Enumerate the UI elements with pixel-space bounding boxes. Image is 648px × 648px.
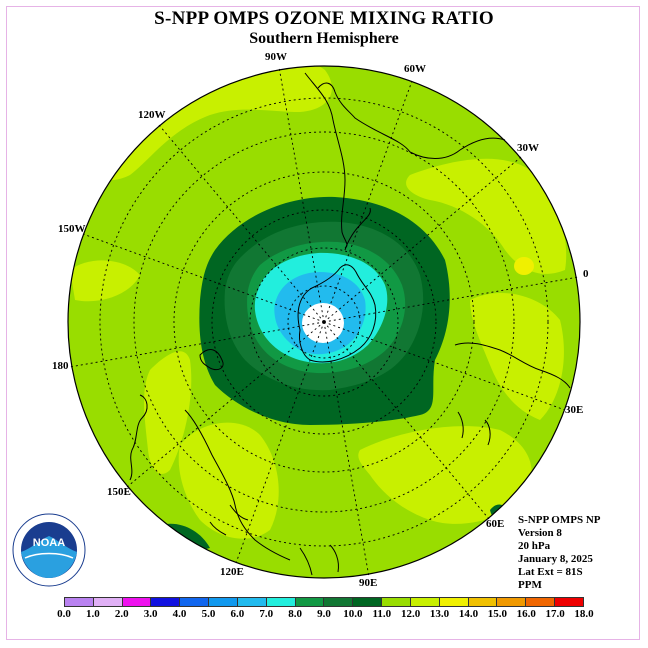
field-13-14 <box>514 257 534 275</box>
colorbar-tick-label: 5.0 <box>201 608 216 620</box>
colorbar <box>64 597 584 607</box>
field-12-13-southeast <box>358 426 532 524</box>
field-12-13-north <box>85 66 332 181</box>
colorbar-tick-label: 7.0 <box>259 608 274 620</box>
figure-frame <box>6 6 640 640</box>
field-12-13-west <box>70 260 140 302</box>
lon-label-60e: 60E <box>486 518 505 530</box>
map-title: S-NPP OMPS OZONE MIXING RATIO <box>154 8 494 29</box>
colorbar-tick-label: 4.0 <box>172 608 187 620</box>
colorbar-tick-label: 14.0 <box>458 608 479 620</box>
colorbar-tick-label: 2.0 <box>114 608 129 620</box>
field-12-13-far-southeast <box>470 292 564 420</box>
lon-label-150w: 150W <box>58 223 86 235</box>
lon-label-30w: 30W <box>517 142 539 154</box>
colorbar-tick-label: 12.0 <box>401 608 421 620</box>
graticule <box>69 66 579 578</box>
noaa-logo-text: NOAA <box>33 537 65 549</box>
field-12-13-south <box>178 422 279 539</box>
lon-label-120e: 120E <box>220 566 244 578</box>
colorbar-swatch <box>526 598 556 606</box>
map-subtitle: Southern Hemisphere <box>249 30 399 47</box>
info-lat-ext: Lat Ext = 81S <box>518 566 583 578</box>
lon-label-150e: 150E <box>107 486 131 498</box>
colorbar-swatch <box>555 598 583 606</box>
info-instrument: S-NPP OMPS NP <box>518 514 601 526</box>
colorbar-tick-label: 13.0 <box>429 608 450 620</box>
field-12-13-southwest <box>144 351 192 474</box>
noaa-logo: NOAA <box>12 513 86 587</box>
colorbar-swatch <box>266 598 296 606</box>
colorbar-tick-label: 1.0 <box>86 608 100 620</box>
colorbar-swatch <box>151 598 181 606</box>
colorbar-swatch <box>209 598 238 606</box>
colorbar-tick-label: 0.0 <box>57 608 71 620</box>
colorbar-swatch <box>295 598 325 606</box>
info-panel: S-NPP OMPS NP Version 8 20 hPa January 8… <box>518 514 601 592</box>
colorbar-tick-label: 15.0 <box>487 608 507 620</box>
colorbar-swatch <box>497 598 527 606</box>
colorbar-tick-label: 18.0 <box>574 608 594 620</box>
info-units: PPM <box>518 579 542 591</box>
colorbar-tick-label: 10.0 <box>343 608 363 620</box>
map-boundary <box>67 65 581 579</box>
colorbar-swatch <box>180 598 210 606</box>
info-date: January 8, 2025 <box>518 553 593 565</box>
colorbar-swatch <box>324 598 354 606</box>
lon-label-30e: 30E <box>565 404 584 416</box>
colorbar-swatch <box>382 598 411 606</box>
colorbar-swatch <box>353 598 383 606</box>
colorbar-tick-label: 9.0 <box>317 608 331 620</box>
lon-label-60w: 60W <box>404 63 426 75</box>
colorbar-tick-label: 8.0 <box>288 608 302 620</box>
colorbar-tick-label: 16.0 <box>516 608 536 620</box>
colorbar-swatch <box>237 598 267 606</box>
info-version: Version 8 <box>518 527 562 539</box>
colorbar-ticks: 0.0 1.0 2.0 3.0 4.0 5.0 6.0 7.0 8.0 9.0 10.0 11.0 12… <box>0 608 648 622</box>
colorbar-swatch <box>468 598 498 606</box>
lon-label-90e: 90E <box>359 577 378 589</box>
field-12-13-northeast <box>406 158 567 274</box>
colorbar-swatch <box>122 598 152 606</box>
lon-label-120w: 120W <box>138 109 166 121</box>
lon-label-90w: 90W <box>265 51 287 63</box>
lon-label-180: 180 <box>52 360 69 372</box>
colorbar-tick-label: 6.0 <box>230 608 245 620</box>
info-pressure: 20 hPa <box>518 540 551 552</box>
colorbar-tick-label: 3.0 <box>143 608 158 620</box>
colorbar-swatch <box>439 598 469 606</box>
coastlines <box>129 72 571 576</box>
lon-label-0: 0 <box>583 268 589 280</box>
colorbar-tick-label: 11.0 <box>372 608 392 620</box>
colorbar-swatch <box>65 598 94 606</box>
colorbar-swatch <box>93 598 123 606</box>
colorbar-swatch <box>410 598 440 606</box>
colorbar-tick-label: 17.0 <box>545 608 565 620</box>
